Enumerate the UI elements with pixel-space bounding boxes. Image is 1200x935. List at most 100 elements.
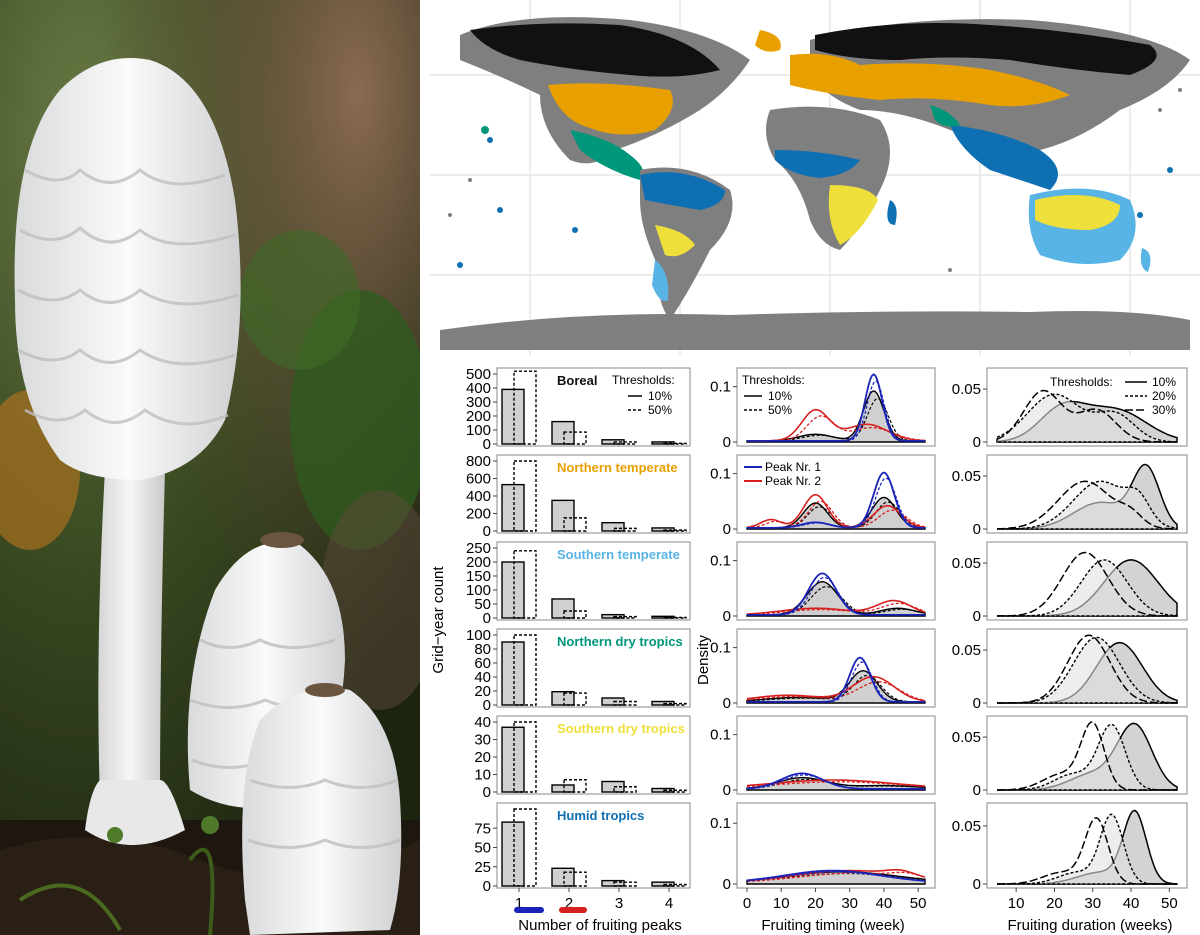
bar-10pct [601,697,625,706]
density-peak1-50pct [747,661,925,703]
density-30pct [996,389,1177,443]
bar-50pct [563,779,587,793]
peak1-legend-label: Peak Nr. 1 [765,460,821,474]
y-tick-label: 400 [466,380,491,397]
bar-10pct [551,784,575,793]
timing-panel: 00.1 [710,802,936,893]
y-tick-label: 300 [466,394,491,411]
y-tick-label: 0 [973,695,981,712]
density-all-50pct [746,674,925,703]
density-all-50pct [746,872,926,882]
y-tick-label: 0 [973,434,981,451]
density-peak1-10pct [747,656,925,703]
density-30pct [997,634,1177,704]
x-tick-label: 20 [1046,895,1063,912]
bar-10pct [551,691,575,706]
left-legend-50: 50% [648,403,672,417]
bar-10pct [501,821,525,887]
y-tick-label: 10 [474,767,491,784]
y-tick-label: 25 [474,859,491,876]
density-peak2-10pct [747,408,926,442]
density-30pct [996,480,1178,530]
y-tick-label: 0 [483,436,491,453]
panel-frame [736,454,936,534]
bar-50pct [613,527,637,532]
timing-panel: 00.1 [710,628,936,712]
duration-panel: 00.05 [952,802,1188,893]
density-peak2-50pct [746,602,926,616]
bar-50pct [663,442,687,445]
y-tick-label: 200 [466,554,491,571]
density-peak2-50pct [746,871,926,883]
y-tick-label: 0.1 [710,815,731,832]
y-tick-label: 150 [466,568,491,585]
y-tick-label: 0 [483,878,491,895]
y-tick-label: 0.1 [710,727,731,744]
x-tick-label: 30 [841,895,858,912]
density-20pct [997,480,1178,530]
density-10pct [997,722,1178,791]
panel-frame [496,715,691,795]
density-all-10pct [746,871,926,885]
y-tick-label: 0.1 [710,379,731,396]
y-tick-label: 40 [474,669,491,686]
y-tick-label: 100 [466,627,491,644]
x-tick-label: 30 [1084,895,1101,912]
bar-10pct [651,615,675,619]
mid-legend-10: 10% [768,389,792,403]
y-tick-label: 0 [723,782,731,799]
right-legend-20: 20% [1152,389,1176,403]
right-legend-title: Thresholds: [1050,375,1113,389]
x-tick-label: 10 [773,895,790,912]
x-axis-label-peaks: Number of fruiting peaks [518,917,681,934]
y-tick-label: 0.1 [710,553,731,570]
x-tick-label: 50 [1161,895,1178,912]
bar-50pct [513,550,537,619]
panel-frame [986,628,1188,708]
x-tick-label: 40 [876,895,893,912]
y-tick-label: 20 [474,749,491,766]
y-tick-label: 400 [466,488,491,505]
panel-frame [496,454,691,534]
y-tick-label: 50 [474,840,491,857]
y-tick-label: 0.1 [710,640,731,657]
bar-10pct [501,483,525,532]
density-20pct [997,813,1177,885]
y-tick-label: 20 [474,683,491,700]
panel-frame [986,541,1188,621]
duration-panel: 00.05 [952,628,1188,712]
density-10pct [997,559,1178,617]
bar-50pct [663,883,687,887]
biome-label: Southern dry tropics [557,721,685,736]
y-axis-label-counts: Grid−year count [430,566,447,674]
bar-50pct [513,460,537,532]
density-peak2-50pct [747,415,926,442]
y-tick-label: 600 [466,471,491,488]
bar-10pct [601,613,625,619]
panel-frame [986,367,1188,447]
y-tick-label: 0 [723,876,731,893]
timing-density-panels: 00.100.100.100.100.100.10 10 20 30 40 50 [710,367,936,912]
biome-label: Northern temperate [557,460,678,475]
y-tick-label: 0 [723,695,731,712]
timing-panel: 00.1 [710,367,936,451]
x-tick-label: 2 [565,895,573,912]
bar-50pct [513,808,537,887]
panel-frame [736,541,936,621]
duration-panel: 00.05 [952,715,1188,799]
left-legend-title: Thresholds: [612,373,675,387]
biome-label: Northern dry tropics [557,634,683,649]
bar-50pct [513,721,537,793]
bar-10pct [551,867,575,887]
bar-50pct [563,871,587,887]
density-10pct [996,400,1178,443]
bar-50pct [613,700,637,706]
y-tick-label: 0.1 [710,466,731,483]
bar-50pct [563,517,587,532]
y-tick-label: 0 [973,876,981,893]
panel-frame [736,802,936,889]
density-peak1-50pct [747,576,925,616]
